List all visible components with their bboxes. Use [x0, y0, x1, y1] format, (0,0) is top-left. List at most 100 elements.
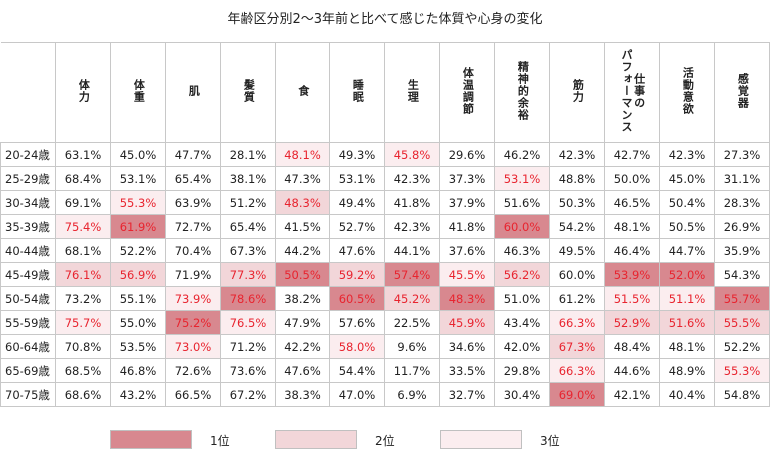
table-cell-rank-2: 55.5% [714, 310, 770, 335]
table-cell: 38.2% [275, 286, 330, 311]
table-cell: 29.8% [494, 358, 550, 383]
column-header-label: 精神的余裕 [516, 61, 530, 121]
table-cell: 67.3% [220, 238, 276, 263]
table-cell: 44.2% [275, 238, 330, 263]
table-cell: 37.9% [439, 190, 495, 215]
table-cell-rank-1: 57.4% [384, 262, 440, 287]
row-label: 65-69歳 [0, 358, 56, 383]
table-cell: 29.6% [439, 142, 495, 167]
table-cell: 72.7% [165, 214, 221, 239]
table-cell: 35.9% [714, 238, 770, 263]
table-cell: 6.9% [384, 382, 440, 407]
table-cell: 70.8% [55, 334, 111, 359]
table-cell: 47.6% [329, 238, 385, 263]
table-cell-rank-1: 50.5% [275, 262, 330, 287]
column-header-label: 体重 [132, 79, 146, 103]
table-cell-rank-3: 66.3% [549, 358, 605, 383]
table-cell: 50.0% [604, 166, 660, 191]
table-cell: 50.3% [549, 190, 605, 215]
row-label: 50-54歳 [0, 286, 56, 311]
table-cell: 47.6% [275, 358, 330, 383]
table-cell: 37.3% [439, 166, 495, 191]
table-cell-rank-3: 53.1% [494, 166, 550, 191]
corner-header-cell [0, 42, 56, 143]
table-row: 60-64歳 70.8% 53.5% 73.0% 71.2% 42.2% 58.0% 9.6%… [0, 334, 770, 359]
column-header: 精神的余裕 [494, 42, 550, 143]
table-cell: 42.1% [604, 382, 660, 407]
table-cell: 45.0% [110, 142, 166, 167]
table-cell: 57.6% [329, 310, 385, 335]
table-cell: 30.4% [494, 382, 550, 407]
table-cell: 33.5% [439, 358, 495, 383]
table-cell-rank-3: 73.9% [165, 286, 221, 311]
table-cell: 63.9% [165, 190, 221, 215]
table-cell: 66.5% [165, 382, 221, 407]
table-cell: 52.7% [329, 214, 385, 239]
column-header-label: 食 [296, 85, 310, 97]
table-cell: 68.5% [55, 358, 111, 383]
table-cell: 37.6% [439, 238, 495, 263]
table-cell: 51.2% [220, 190, 276, 215]
column-header: 体重 [110, 42, 166, 143]
table-cell: 69.1% [55, 190, 111, 215]
table-cell: 49.5% [549, 238, 605, 263]
table-cell: 48.4% [604, 334, 660, 359]
column-header: 体温調節 [439, 42, 495, 143]
data-table: 体力 体重 肌 髪質 食 睡眠 生理 体温調節 精神的余裕 筋力 仕事の パフォーマンス 活動意欲 感覚器… [0, 42, 770, 407]
table-row: 40-44歳 68.1% 52.2% 70.4% 67.3% 44.2% 47.6% 44.1… [0, 238, 770, 263]
table-cell: 48.1% [604, 214, 660, 239]
legend: 1位 2位 3位 [0, 430, 770, 450]
table-cell: 42.3% [384, 166, 440, 191]
table-row: 50-54歳 73.2% 55.1% 73.9% 78.6% 38.2% 60.5% 45.2… [0, 286, 770, 311]
table-cell-rank-3: 55.3% [110, 190, 166, 215]
table-cell: 65.4% [220, 214, 276, 239]
table-cell-rank-1: 48.3% [439, 286, 495, 311]
table-cell: 54.2% [549, 214, 605, 239]
legend-swatch-rank-3 [440, 430, 522, 449]
table-cell: 63.1% [55, 142, 111, 167]
table-cell: 31.1% [714, 166, 770, 191]
table-cell-rank-3: 45.5% [439, 262, 495, 287]
table-cell-rank-1: 52.0% [659, 262, 715, 287]
table-cell: 42.2% [275, 334, 330, 359]
column-header: 肌 [165, 42, 221, 143]
table-cell: 50.5% [659, 214, 715, 239]
table-cell: 52.2% [110, 238, 166, 263]
table-cell-rank-2: 67.3% [549, 334, 605, 359]
column-header-label: 肌 [187, 85, 201, 97]
column-header-label: 体力 [77, 79, 91, 103]
table-cell: 50.4% [659, 190, 715, 215]
row-label: 35-39歳 [0, 214, 56, 239]
table-cell: 68.6% [55, 382, 111, 407]
table-cell: 34.6% [439, 334, 495, 359]
table-cell: 45.0% [659, 166, 715, 191]
table-cell-rank-2: 77.3% [220, 262, 276, 287]
table-cell: 54.8% [714, 382, 770, 407]
table-cell: 53.1% [329, 166, 385, 191]
table-row: 25-29歳 68.4% 53.1% 65.4% 38.1% 47.3% 53.1% 42.3… [0, 166, 770, 191]
table-row: 30-34歳 69.1% 55.3% 63.9% 51.2% 48.3% 49.4% 41.8… [0, 190, 770, 215]
column-header: 食 [275, 42, 330, 143]
column-header-label: 生理 [406, 79, 420, 103]
column-header: 仕事の パフォーマンス [604, 42, 660, 143]
table-cell-rank-3: 75.4% [55, 214, 111, 239]
row-label: 20-24歳 [0, 142, 56, 167]
table-cell: 60.0% [549, 262, 605, 287]
table-cell-rank-3: 48.1% [275, 142, 330, 167]
table-cell: 46.3% [494, 238, 550, 263]
table-cell: 43.4% [494, 310, 550, 335]
table-cell: 9.6% [384, 334, 440, 359]
table-cell: 38.1% [220, 166, 276, 191]
table-cell: 28.3% [714, 190, 770, 215]
table-cell: 47.9% [275, 310, 330, 335]
table-cell: 54.4% [329, 358, 385, 383]
table-cell-rank-3: 58.0% [329, 334, 385, 359]
table-cell-rank-3: 51.1% [659, 286, 715, 311]
table-cell-rank-3: 73.0% [165, 334, 221, 359]
table-cell-rank-3: 51.5% [604, 286, 660, 311]
table-cell-rank-2: 76.1% [55, 262, 111, 287]
table-cell: 46.5% [604, 190, 660, 215]
table-cell: 55.0% [110, 310, 166, 335]
table-cell: 68.4% [55, 166, 111, 191]
table-cell-rank-1: 55.7% [714, 286, 770, 311]
